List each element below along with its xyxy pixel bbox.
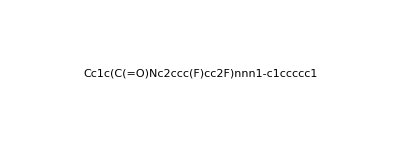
Text: Cc1c(C(=O)Nc2ccc(F)cc2F)nnn1-c1ccccc1: Cc1c(C(=O)Nc2ccc(F)cc2F)nnn1-c1ccccc1 xyxy=(83,68,318,78)
